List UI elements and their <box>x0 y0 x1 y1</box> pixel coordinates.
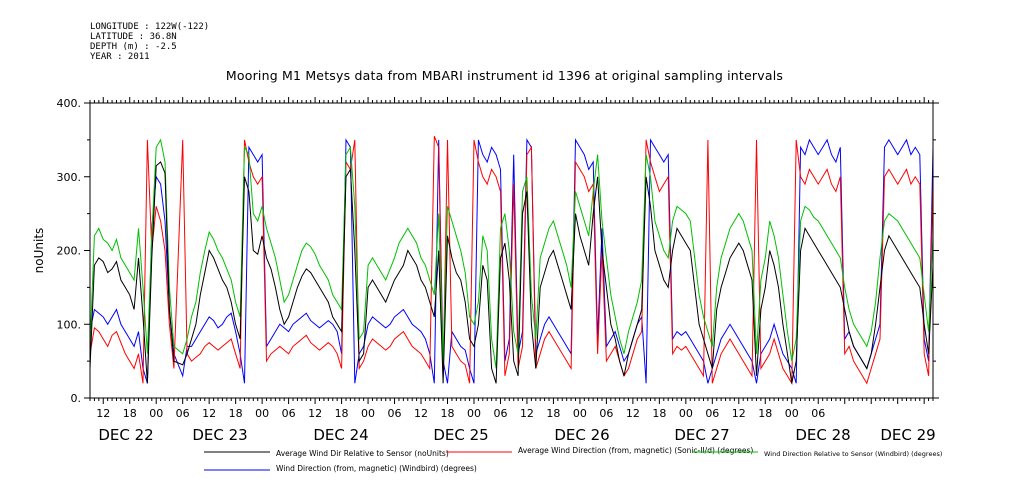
x-day-label: DEC 24 <box>313 426 368 444</box>
x-day-label: DEC 26 <box>554 426 609 444</box>
y-tick-label: 400. <box>57 97 82 110</box>
x-tick-label: 18 <box>123 407 137 420</box>
x-tick-label: 00 <box>149 407 163 420</box>
x-tick-label: 18 <box>441 407 455 420</box>
legend-label: Average Wind Direction (from, magnetic) … <box>518 446 753 455</box>
metadata-block: LONGITUDE : 122W(-122) LATITUDE : 36.8N … <box>90 22 209 62</box>
x-tick-label: 06 <box>282 407 296 420</box>
x-tick-label: 18 <box>652 407 666 420</box>
depth-label: DEPTH (m) : -2.5 <box>90 42 177 52</box>
x-tick-label: 06 <box>176 407 190 420</box>
legend-label: Average Wind Dir Relative to Sensor (noU… <box>276 449 449 458</box>
x-day-label: DEC 25 <box>433 426 488 444</box>
y-tick-label: 200. <box>57 245 82 258</box>
x-tick-label: 12 <box>202 407 216 420</box>
longitude-label: LONGITUDE : 122W(-122) <box>90 22 210 32</box>
legend-label: Wind Direction Relative to Sensor (Windb… <box>764 450 942 458</box>
x-tick-label: 06 <box>811 407 825 420</box>
x-tick-label: 18 <box>546 407 560 420</box>
axes-layer: 0. 100. 200. 300. 400. noUnits 12 18 00 06 12 18 00 0… <box>32 97 939 444</box>
series-line-0 <box>89 161 934 384</box>
x-day-label: DEC 22 <box>98 426 153 444</box>
x-tick-label: 12 <box>96 407 110 420</box>
x-tick-label: 06 <box>388 407 402 420</box>
x-tick-label: 12 <box>308 407 322 420</box>
x-tick-label: 06 <box>599 407 613 420</box>
x-day-label: DEC 29 <box>880 426 935 444</box>
series-layer <box>89 136 934 386</box>
year-label: YEAR : 2011 <box>90 52 150 62</box>
x-tick-label: 00 <box>679 407 693 420</box>
x-tick-label: 18 <box>335 407 349 420</box>
x-tick-label: 12 <box>626 407 640 420</box>
latitude-label: LATITUDE : 36.8N <box>90 32 177 42</box>
x-tick-label: 18 <box>758 407 772 420</box>
x-tick-label: 12 <box>414 407 428 420</box>
x-day-label: DEC 28 <box>795 426 850 444</box>
x-tick-label: 06 <box>705 407 719 420</box>
x-tick-label: 00 <box>255 407 269 420</box>
y-tick-label: 100. <box>57 318 82 331</box>
x-tick-label: 12 <box>732 407 746 420</box>
series-line-1 <box>89 136 934 386</box>
x-day-label: DEC 23 <box>192 426 247 444</box>
x-tick-label: 18 <box>229 407 243 420</box>
x-tick-label: 06 <box>493 407 507 420</box>
x-tick-label: 00 <box>573 407 587 420</box>
x-tick-label: 12 <box>520 407 534 420</box>
y-tick-label: 300. <box>57 171 82 184</box>
chart-title: Mooring M1 Metsys data from MBARI instru… <box>225 68 784 83</box>
y-axis-label: noUnits <box>32 228 46 274</box>
x-day-label: DEC 27 <box>674 426 729 444</box>
x-tick-label: 00 <box>467 407 481 420</box>
series-line-2 <box>89 138 934 369</box>
y-tick-label: 0. <box>71 392 82 405</box>
x-tick-label: 00 <box>361 407 375 420</box>
legend: Average Wind Dir Relative to Sensor (noU… <box>204 446 942 473</box>
legend-label: Wind Direction (from, magnetic) (Windbir… <box>276 464 477 473</box>
x-tick-label: 00 <box>785 407 799 420</box>
